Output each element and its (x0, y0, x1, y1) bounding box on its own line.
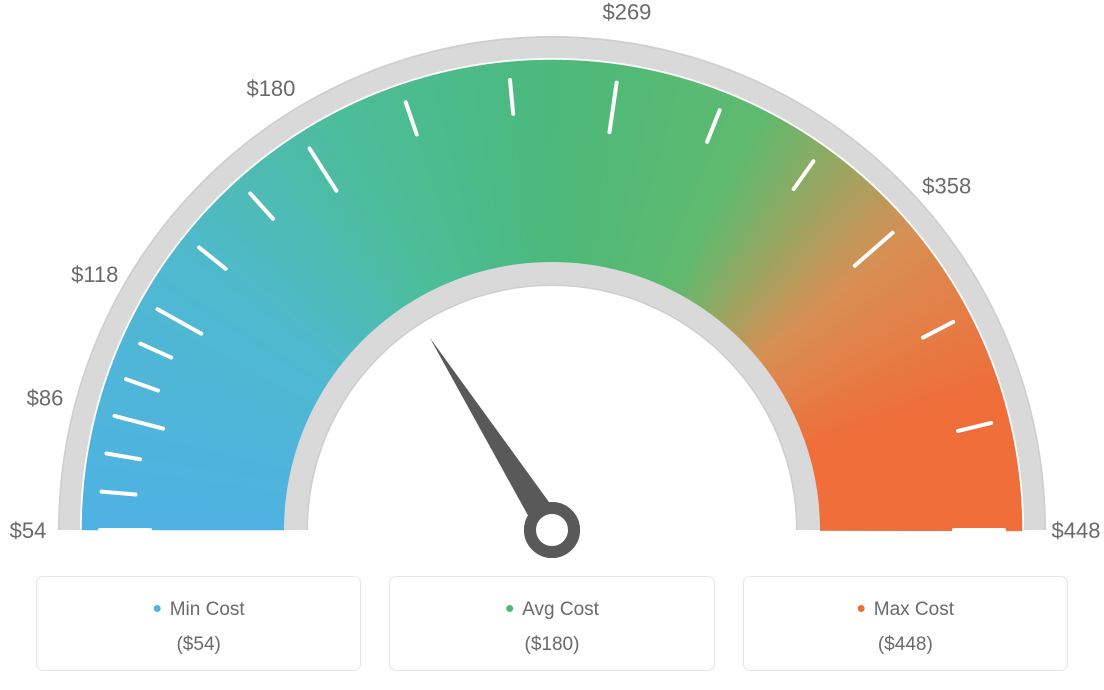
svg-text:$448: $448 (1052, 518, 1101, 543)
svg-text:$54: $54 (10, 518, 47, 543)
legend-row: Min Cost ($54) Avg Cost ($180) Max Cost … (0, 576, 1104, 671)
legend-min-title: Min Cost (37, 593, 360, 624)
legend-min-value: ($54) (37, 634, 360, 656)
legend-avg-value: ($180) (390, 634, 713, 656)
svg-text:$269: $269 (602, 0, 651, 24)
legend-avg-title: Avg Cost (390, 593, 713, 624)
gauge-chart: $54 $86 $118 $180 $269 $358 $448 (0, 0, 1104, 560)
legend-card-min: Min Cost ($54) (36, 576, 361, 671)
svg-text:$358: $358 (922, 173, 971, 198)
svg-text:$86: $86 (27, 386, 64, 411)
legend-card-max: Max Cost ($448) (743, 576, 1068, 671)
legend-max-title: Max Cost (744, 593, 1067, 624)
legend-card-avg: Avg Cost ($180) (389, 576, 714, 671)
legend-max-value: ($448) (744, 634, 1067, 656)
svg-text:$180: $180 (246, 76, 295, 101)
svg-text:$118: $118 (71, 262, 118, 287)
gauge-svg: $54 $86 $118 $180 $269 $358 $448 (0, 0, 1104, 560)
